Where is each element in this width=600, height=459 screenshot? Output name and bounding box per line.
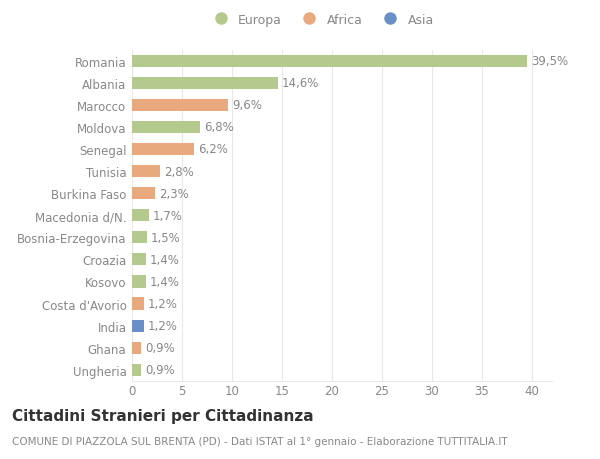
Text: 2,8%: 2,8% — [164, 165, 194, 178]
Bar — [132, 100, 228, 112]
Text: 1,5%: 1,5% — [151, 231, 181, 244]
Text: 1,4%: 1,4% — [150, 253, 180, 266]
Bar — [132, 276, 146, 288]
Text: 6,2%: 6,2% — [198, 143, 228, 156]
Text: 0,9%: 0,9% — [145, 364, 175, 376]
Bar — [132, 232, 147, 244]
Text: COMUNE DI PIAZZOLA SUL BRENTA (PD) - Dati ISTAT al 1° gennaio - Elaborazione TUT: COMUNE DI PIAZZOLA SUL BRENTA (PD) - Dat… — [12, 436, 508, 446]
Bar — [132, 78, 278, 90]
Bar — [132, 166, 160, 178]
Text: 39,5%: 39,5% — [531, 55, 568, 68]
Bar — [132, 122, 200, 134]
Text: 1,4%: 1,4% — [150, 275, 180, 288]
Text: Cittadini Stranieri per Cittadinanza: Cittadini Stranieri per Cittadinanza — [12, 409, 314, 424]
Text: 14,6%: 14,6% — [282, 77, 319, 90]
Text: 1,7%: 1,7% — [153, 209, 183, 222]
Bar — [132, 210, 149, 222]
Bar — [132, 320, 144, 332]
Bar — [132, 364, 141, 376]
Bar — [132, 254, 146, 266]
Bar — [132, 342, 141, 354]
Text: 1,2%: 1,2% — [148, 319, 178, 332]
Text: 2,3%: 2,3% — [159, 187, 189, 200]
Bar — [132, 144, 194, 156]
Bar — [132, 188, 155, 200]
Text: 6,8%: 6,8% — [204, 121, 234, 134]
Bar — [132, 298, 144, 310]
Legend: Europa, Africa, Asia: Europa, Africa, Asia — [208, 14, 434, 27]
Text: 1,2%: 1,2% — [148, 297, 178, 310]
Bar — [132, 56, 527, 67]
Text: 0,9%: 0,9% — [145, 341, 175, 354]
Text: 9,6%: 9,6% — [232, 99, 262, 112]
